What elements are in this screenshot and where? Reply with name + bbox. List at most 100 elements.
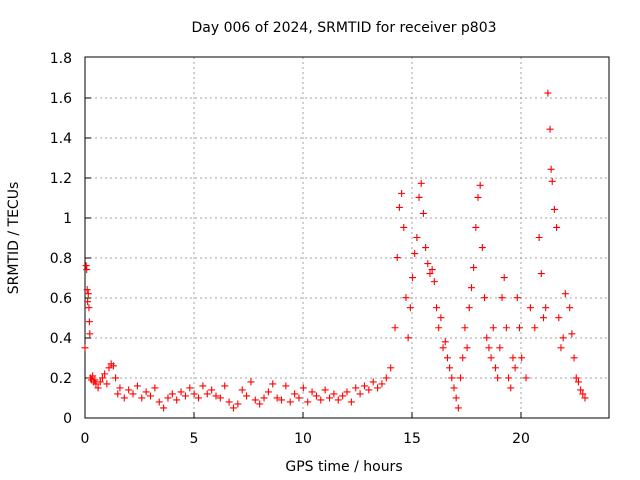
data-point bbox=[511, 364, 519, 372]
data-point bbox=[234, 400, 242, 408]
data-point bbox=[467, 284, 475, 292]
y-tick-label-1.4: 1.4 bbox=[50, 131, 72, 147]
data-point bbox=[85, 318, 93, 326]
data-point bbox=[142, 388, 150, 396]
data-point bbox=[260, 394, 268, 402]
y-tick-label-1.6: 1.6 bbox=[50, 91, 72, 107]
data-point bbox=[557, 344, 565, 352]
data-point bbox=[304, 398, 312, 406]
data-point bbox=[435, 324, 443, 332]
data-point bbox=[496, 344, 504, 352]
data-point bbox=[481, 294, 489, 302]
data-point bbox=[199, 382, 207, 390]
data-point bbox=[419, 209, 427, 217]
data-point bbox=[378, 380, 386, 388]
data-point bbox=[86, 330, 94, 338]
data-point bbox=[422, 244, 430, 252]
data-point bbox=[398, 189, 406, 197]
data-point bbox=[546, 125, 554, 133]
data-point bbox=[114, 390, 122, 398]
data-point bbox=[291, 390, 299, 398]
data-point bbox=[461, 324, 469, 332]
data-point bbox=[82, 262, 90, 270]
data-point bbox=[155, 398, 163, 406]
data-point bbox=[540, 314, 547, 322]
data-point bbox=[483, 334, 491, 342]
data-point bbox=[84, 290, 92, 298]
grid-lines bbox=[85, 57, 609, 418]
data-point bbox=[129, 390, 137, 398]
data-point bbox=[84, 298, 92, 306]
data-point bbox=[472, 223, 480, 231]
y-tick-label-0.6: 0.6 bbox=[50, 291, 72, 307]
y-tick-label-0.4: 0.4 bbox=[50, 331, 72, 347]
data-point bbox=[505, 374, 513, 382]
data-point bbox=[581, 394, 589, 402]
data-point bbox=[494, 374, 502, 382]
data-point bbox=[299, 384, 307, 392]
data-point bbox=[424, 260, 432, 268]
data-point bbox=[382, 374, 390, 382]
data-point bbox=[547, 165, 555, 173]
data-point bbox=[500, 274, 508, 282]
data-point bbox=[555, 314, 563, 322]
data-point bbox=[531, 324, 539, 332]
data-point bbox=[550, 205, 558, 213]
x-tick-label-15: 15 bbox=[403, 431, 421, 447]
data-point bbox=[437, 314, 445, 322]
data-point bbox=[374, 384, 382, 392]
data-point bbox=[105, 364, 113, 372]
data-point bbox=[459, 354, 467, 362]
data-point bbox=[548, 177, 556, 185]
data-point bbox=[443, 354, 451, 362]
data-point bbox=[229, 404, 237, 412]
data-point bbox=[308, 388, 316, 396]
data-point bbox=[430, 278, 438, 286]
data-point bbox=[173, 396, 181, 404]
data-point bbox=[502, 324, 510, 332]
data-point bbox=[572, 374, 580, 382]
data-point bbox=[247, 378, 255, 386]
data-point bbox=[535, 234, 543, 241]
data-point bbox=[404, 334, 412, 342]
data-point bbox=[428, 266, 436, 274]
data-point bbox=[360, 382, 368, 390]
data-point bbox=[101, 370, 109, 378]
data-point bbox=[203, 390, 211, 398]
data-point bbox=[125, 386, 133, 394]
data-point bbox=[195, 394, 203, 402]
data-point bbox=[522, 374, 530, 382]
data-point bbox=[391, 324, 399, 332]
data-point bbox=[112, 374, 120, 382]
data-point bbox=[515, 324, 523, 332]
data-point bbox=[282, 382, 290, 390]
data-point bbox=[286, 398, 294, 406]
data-point bbox=[415, 193, 423, 201]
x-tick-label-20: 20 bbox=[512, 431, 530, 447]
data-point bbox=[579, 390, 587, 398]
plot-frame bbox=[84, 56, 610, 419]
data-point bbox=[103, 380, 111, 388]
data-point bbox=[339, 392, 347, 400]
data-point bbox=[243, 392, 251, 400]
data-point bbox=[98, 374, 106, 382]
data-point bbox=[326, 394, 334, 402]
data-point bbox=[417, 179, 425, 187]
data-point bbox=[544, 89, 552, 97]
data-point bbox=[542, 304, 550, 312]
y-axis-label: SRMTID / TECUs bbox=[6, 182, 22, 295]
data-point bbox=[238, 386, 246, 394]
chart-title: Day 006 of 2024, SRMTID for receiver p80… bbox=[191, 20, 496, 36]
data-point bbox=[463, 344, 471, 352]
data-point bbox=[216, 394, 224, 402]
data-point bbox=[321, 386, 329, 394]
data-point bbox=[317, 396, 325, 404]
data-point bbox=[465, 304, 473, 312]
data-point bbox=[92, 380, 100, 388]
data-point bbox=[470, 264, 478, 272]
data-point bbox=[208, 386, 216, 394]
data-point bbox=[83, 266, 91, 274]
y-tick-label-0.8: 0.8 bbox=[50, 251, 72, 267]
data-point bbox=[81, 344, 89, 352]
data-point bbox=[439, 344, 447, 352]
